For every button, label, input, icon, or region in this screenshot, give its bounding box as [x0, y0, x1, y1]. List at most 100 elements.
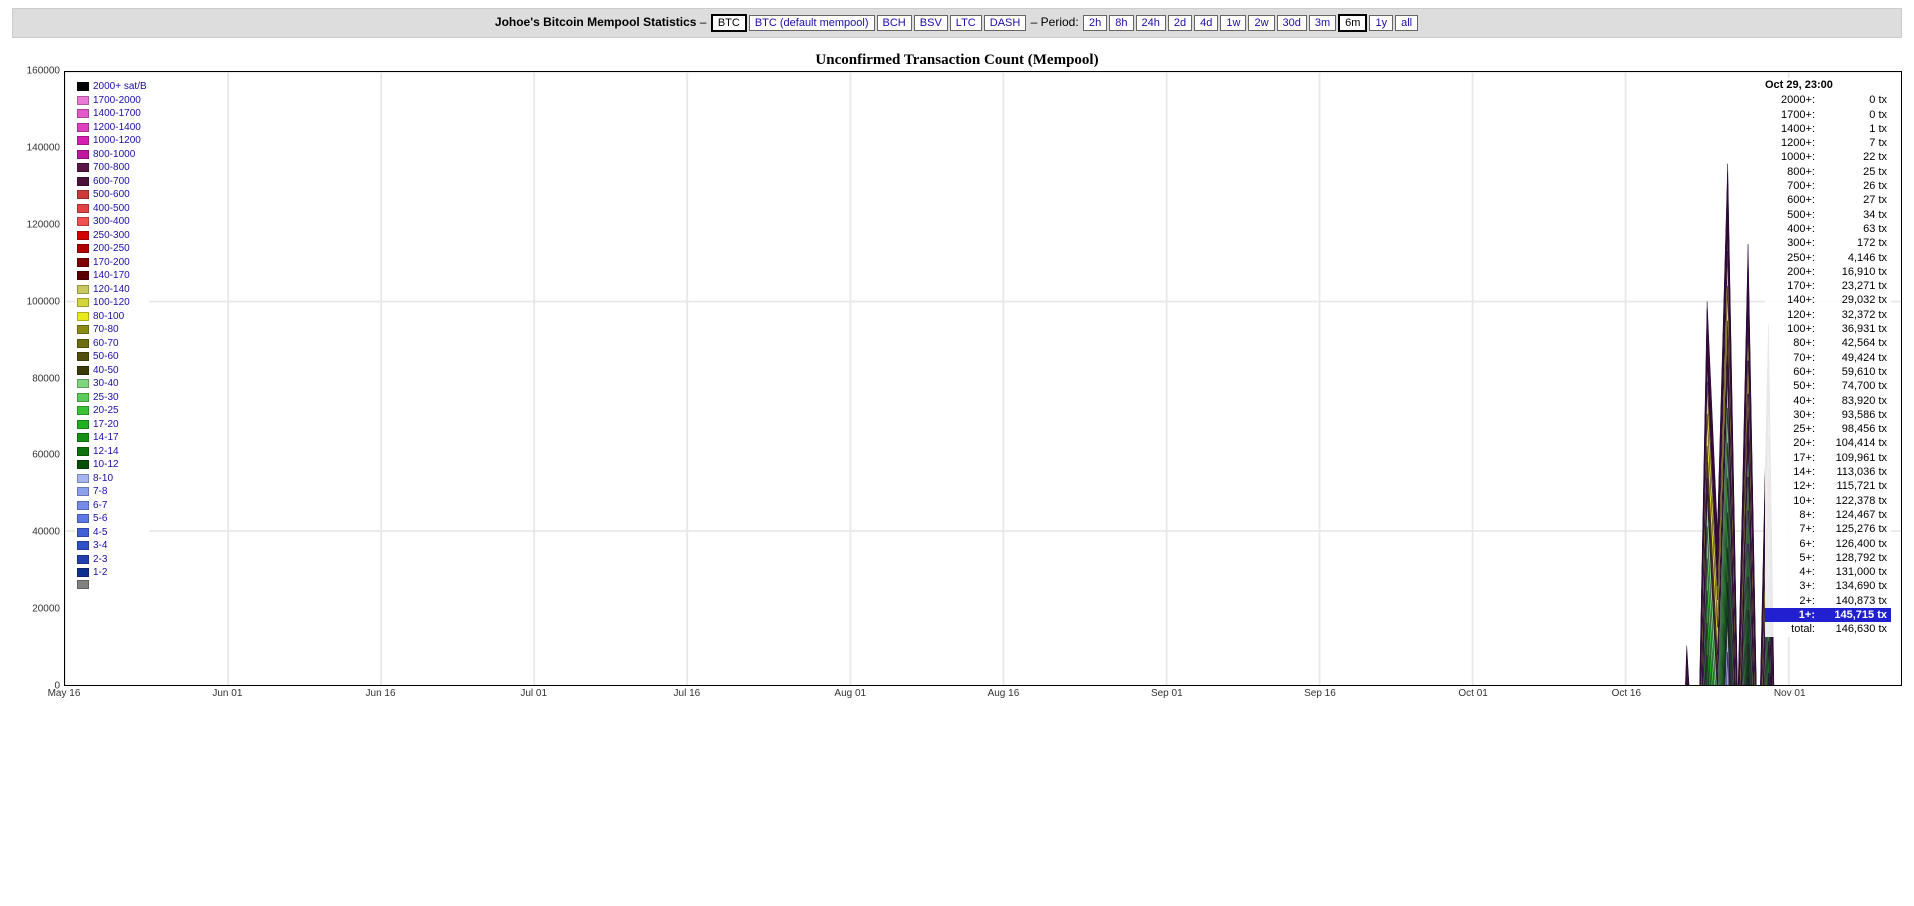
legend-item[interactable]: 30-40 — [77, 377, 147, 391]
legend-swatch — [77, 258, 89, 267]
legend-item[interactable]: 250-300 — [77, 229, 147, 243]
legend-swatch — [77, 325, 89, 334]
legend-item[interactable]: 3-4 — [77, 539, 147, 553]
legend-item[interactable]: 1-2 — [77, 566, 147, 580]
legend-item[interactable]: 800-1000 — [77, 148, 147, 162]
legend-item[interactable]: 6-7 — [77, 499, 147, 513]
legend-label: 12-14 — [93, 445, 119, 459]
legend-item[interactable]: 4-5 — [77, 526, 147, 540]
period-btn-8h[interactable]: 8h — [1109, 15, 1133, 31]
legend-item[interactable] — [77, 580, 147, 589]
xtick: Aug 16 — [988, 688, 1020, 699]
legend-label: 10-12 — [93, 458, 119, 472]
legend-item[interactable]: 7-8 — [77, 485, 147, 499]
tooltip-row: 5+:128,792 tx — [1765, 551, 1891, 565]
xtick: May 16 — [48, 688, 81, 699]
legend-label: 2000+ sat/B — [93, 80, 147, 94]
top-toolbar: Johoe's Bitcoin Mempool Statistics – BTC… — [12, 8, 1902, 38]
legend-item[interactable]: 400-500 — [77, 202, 147, 216]
legend-item[interactable]: 50-60 — [77, 350, 147, 364]
coin-btn-btc[interactable]: BTC — [711, 14, 747, 32]
legend-swatch — [77, 190, 89, 199]
legend-swatch — [77, 271, 89, 280]
legend-item[interactable]: 10-12 — [77, 458, 147, 472]
legend-swatch — [77, 339, 89, 348]
ytick: 100000 — [27, 296, 60, 307]
period-label: Period: — [1041, 15, 1079, 29]
legend-item[interactable]: 70-80 — [77, 323, 147, 337]
period-btn-all[interactable]: all — [1395, 15, 1418, 31]
period-btn-2d[interactable]: 2d — [1168, 15, 1192, 31]
legend-swatch — [77, 163, 89, 172]
legend-item[interactable]: 2000+ sat/B — [77, 80, 147, 94]
legend-item[interactable]: 5-6 — [77, 512, 147, 526]
legend-item[interactable]: 120-140 — [77, 283, 147, 297]
legend-item[interactable]: 14-17 — [77, 431, 147, 445]
period-btn-1y[interactable]: 1y — [1369, 15, 1393, 31]
tooltip-row: total:146,630 tx — [1765, 622, 1891, 636]
tooltip-header: Oct 29, 23:00 — [1765, 78, 1891, 93]
legend-item[interactable]: 8-10 — [77, 472, 147, 486]
legend-item[interactable]: 40-50 — [77, 364, 147, 378]
legend-item[interactable]: 17-20 — [77, 418, 147, 432]
legend-item[interactable]: 60-70 — [77, 337, 147, 351]
tooltip-row: 6+:126,400 tx — [1765, 537, 1891, 551]
legend-label: 1400-1700 — [93, 107, 141, 121]
legend-item[interactable]: 170-200 — [77, 256, 147, 270]
coin-btn-ltc[interactable]: LTC — [950, 15, 982, 31]
legend-item[interactable]: 12-14 — [77, 445, 147, 459]
legend-item[interactable]: 2-3 — [77, 553, 147, 567]
period-btn-24h[interactable]: 24h — [1136, 15, 1166, 31]
legend-label: 20-25 — [93, 404, 119, 418]
legend-item[interactable]: 100-120 — [77, 296, 147, 310]
legend-item[interactable]: 1700-2000 — [77, 94, 147, 108]
legend-item[interactable]: 80-100 — [77, 310, 147, 324]
legend-label: 14-17 — [93, 431, 119, 445]
legend-swatch — [77, 312, 89, 321]
period-btn-3m[interactable]: 3m — [1309, 15, 1336, 31]
legend-item[interactable]: 200-250 — [77, 242, 147, 256]
legend-item[interactable]: 500-600 — [77, 188, 147, 202]
legend-item[interactable]: 140-170 — [77, 269, 147, 283]
legend-label: 600-700 — [93, 175, 130, 189]
plot-area[interactable]: 2000+ sat/B1700-20001400-17001200-140010… — [64, 71, 1902, 686]
legend[interactable]: 2000+ sat/B1700-20001400-17001200-140010… — [75, 78, 149, 591]
legend-swatch — [77, 82, 89, 91]
legend-item[interactable]: 1400-1700 — [77, 107, 147, 121]
period-btn-30d[interactable]: 30d — [1277, 15, 1307, 31]
period-btn-4d[interactable]: 4d — [1194, 15, 1218, 31]
legend-item[interactable]: 600-700 — [77, 175, 147, 189]
legend-item[interactable]: 700-800 — [77, 161, 147, 175]
period-btn-2w[interactable]: 2w — [1248, 15, 1274, 31]
coin-btn-dash[interactable]: DASH — [984, 15, 1027, 31]
coin-btn-bsv[interactable]: BSV — [914, 15, 948, 31]
tooltip-row: 1+:145,715 tx — [1765, 608, 1891, 622]
tooltip-row: 80+:42,564 tx — [1765, 336, 1891, 350]
period-btn-6m[interactable]: 6m — [1338, 14, 1367, 32]
legend-swatch — [77, 217, 89, 226]
legend-swatch — [77, 568, 89, 577]
legend-swatch — [77, 123, 89, 132]
legend-swatch — [77, 136, 89, 145]
ytick: 120000 — [27, 219, 60, 230]
chart-container: 0200004000060000800001000001200001400001… — [12, 71, 1902, 686]
coin-btn-btc-default-mempool-[interactable]: BTC (default mempool) — [749, 15, 875, 31]
legend-label: 140-170 — [93, 269, 130, 283]
legend-label: 80-100 — [93, 310, 124, 324]
legend-item[interactable]: 1200-1400 — [77, 121, 147, 135]
x-axis: May 16Jun 01Jun 16Jul 01Jul 16Aug 01Aug … — [64, 686, 1902, 704]
legend-swatch — [77, 447, 89, 456]
period-btn-1w[interactable]: 1w — [1220, 15, 1246, 31]
legend-label: 100-120 — [93, 296, 130, 310]
ytick: 80000 — [32, 373, 60, 384]
legend-item[interactable]: 300-400 — [77, 215, 147, 229]
period-btn-2h[interactable]: 2h — [1083, 15, 1107, 31]
legend-item[interactable]: 1000-1200 — [77, 134, 147, 148]
xtick: Sep 01 — [1151, 688, 1183, 699]
legend-item[interactable]: 25-30 — [77, 391, 147, 405]
coin-btn-bch[interactable]: BCH — [877, 15, 912, 31]
legend-label: 3-4 — [93, 539, 107, 553]
legend-item[interactable]: 20-25 — [77, 404, 147, 418]
tooltip-row: 1400+:1 tx — [1765, 122, 1891, 136]
tooltip-row: 70+:49,424 tx — [1765, 351, 1891, 365]
